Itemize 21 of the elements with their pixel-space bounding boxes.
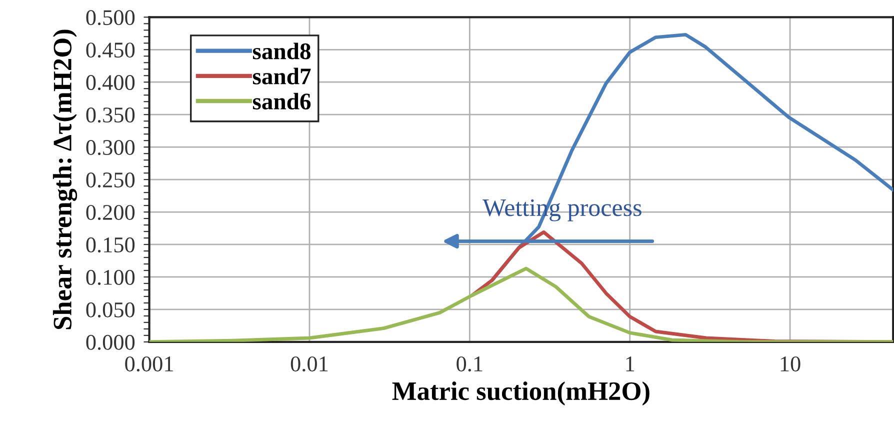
x-tick-label: 0.01 (290, 356, 328, 372)
x-tick-label: 1 (626, 356, 634, 372)
y-tick-label: 0.100 (86, 270, 135, 285)
legend-label: sand8 (252, 42, 311, 60)
y-tick-label: 0.300 (86, 140, 135, 156)
x-axis-title: Matric suction(mH2O) (392, 382, 650, 406)
y-tick-label: 0.250 (86, 172, 135, 188)
y-tick-label: 0.000 (86, 334, 135, 350)
legend-label: sand7 (252, 68, 311, 84)
y-axis-title: Shear strength: Δτ(mH2O) (52, 30, 78, 330)
legend-label: sand6 (252, 92, 311, 110)
y-tick-label: 0.350 (86, 108, 135, 123)
y-tick-label: 0.150 (86, 237, 135, 253)
x-tick-label: 10 (780, 356, 800, 372)
x-tick-label: 0.1 (456, 356, 482, 372)
y-tick-label: 0.050 (86, 302, 135, 318)
y-tick-label: 0.200 (86, 204, 135, 220)
y-tick-label: 0.450 (86, 42, 135, 58)
y-tick-label: 0.400 (86, 75, 135, 90)
y-tick-label: 0.500 (86, 10, 135, 26)
x-tick-label: 0.001 (125, 356, 173, 372)
